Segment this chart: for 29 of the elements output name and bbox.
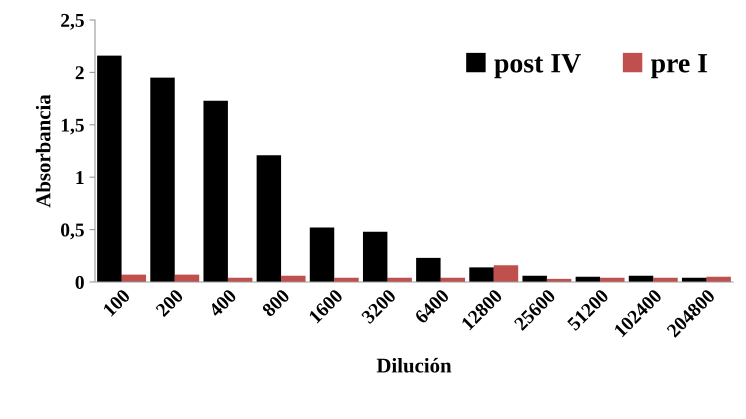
bar (628, 276, 654, 282)
x-tick-label: 200 (155, 288, 184, 318)
bar (494, 265, 518, 282)
x-tick-label: 100 (102, 288, 131, 317)
y-tick-label: 1 (76, 171, 84, 184)
bar (362, 232, 388, 282)
bar (416, 258, 441, 282)
y-tick-label: 1,5 (62, 118, 84, 135)
y-axis-title: Absorbancia (36, 94, 50, 208)
x-tick-label: 800 (261, 288, 290, 318)
bar (150, 78, 175, 282)
legend-label: pre I (650, 54, 708, 78)
bar (203, 100, 228, 282)
y-tick-label: 2 (76, 66, 84, 80)
y-tick-label: 0 (76, 276, 84, 289)
y-tick-label: 2,5 (61, 14, 84, 30)
bar (122, 274, 146, 282)
y-tick-label: 0,5 (61, 223, 84, 240)
bar (310, 228, 334, 282)
bar (256, 155, 282, 282)
legend-label: post IV (494, 54, 581, 78)
bar (97, 56, 122, 282)
x-tick-label: 6400 (414, 288, 450, 324)
bar (281, 276, 306, 282)
bar (522, 276, 547, 282)
bar (469, 267, 494, 282)
x-axis-title: Dilución (376, 358, 452, 373)
x-tick-label: 400 (208, 288, 238, 318)
bar (174, 274, 200, 282)
